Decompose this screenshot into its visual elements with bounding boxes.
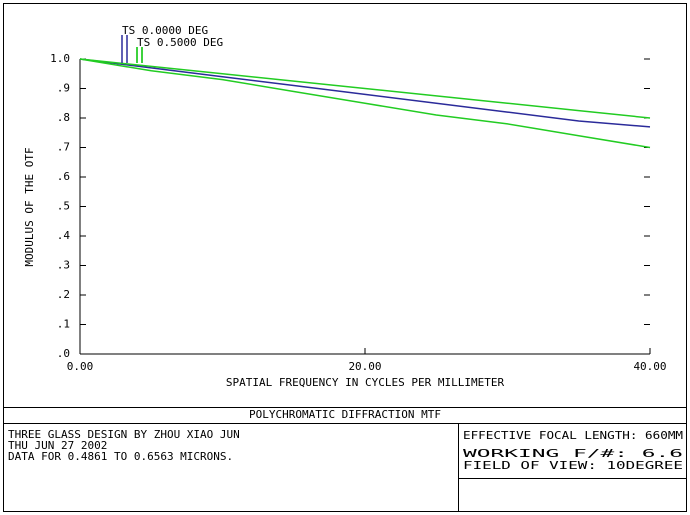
y-tick-label: .1 [57,318,70,331]
y-tick-label: .4 [57,229,71,242]
outer-frame [3,3,687,512]
x-tick-label: 40.00 [633,360,666,373]
x-tick-label: 20.00 [348,360,381,373]
y-tick-label: .5 [57,200,70,213]
y-tick-label: .7 [57,141,70,154]
footer-text: DATA FOR 0.4861 TO 0.6563 MICRONS. [8,450,233,463]
x-tick-label: 0.00 [67,360,94,373]
y-tick-label: .6 [57,170,70,183]
series-line [79,58,651,119]
y-axis-label: MODULUS OF THE OTF [23,147,36,266]
legend-label: TS 0.5000 DEG [137,36,223,49]
series-line [79,58,651,149]
legend-label: TS 0.0000 DEG [122,24,208,37]
y-tick-label: .2 [57,288,70,301]
footer-text: THREE GLASS DESIGN BY ZHOU XIAO JUN [8,428,240,441]
y-tick-label: .0 [57,347,70,360]
footer-text: EFFECTIVE FOCAL LENGTH: 660MM [463,429,683,442]
footer-text: WORKING F/#: 6.6 [463,447,683,460]
y-tick-label: .8 [57,111,70,124]
series-line [79,58,651,128]
x-axis-label: SPATIAL FREQUENCY IN CYCLES PER MILLIMET… [226,376,505,389]
footer-text: FIELD OF VIEW: 10DEGREE [463,459,683,472]
y-tick-label: .3 [57,259,70,272]
y-tick-label: .9 [57,82,70,95]
footer-title: POLYCHROMATIC DIFFRACTION MTF [249,408,441,421]
y-tick-label: 1.0 [50,52,70,65]
footer-text: THU JUN 27 2002 [8,439,107,452]
